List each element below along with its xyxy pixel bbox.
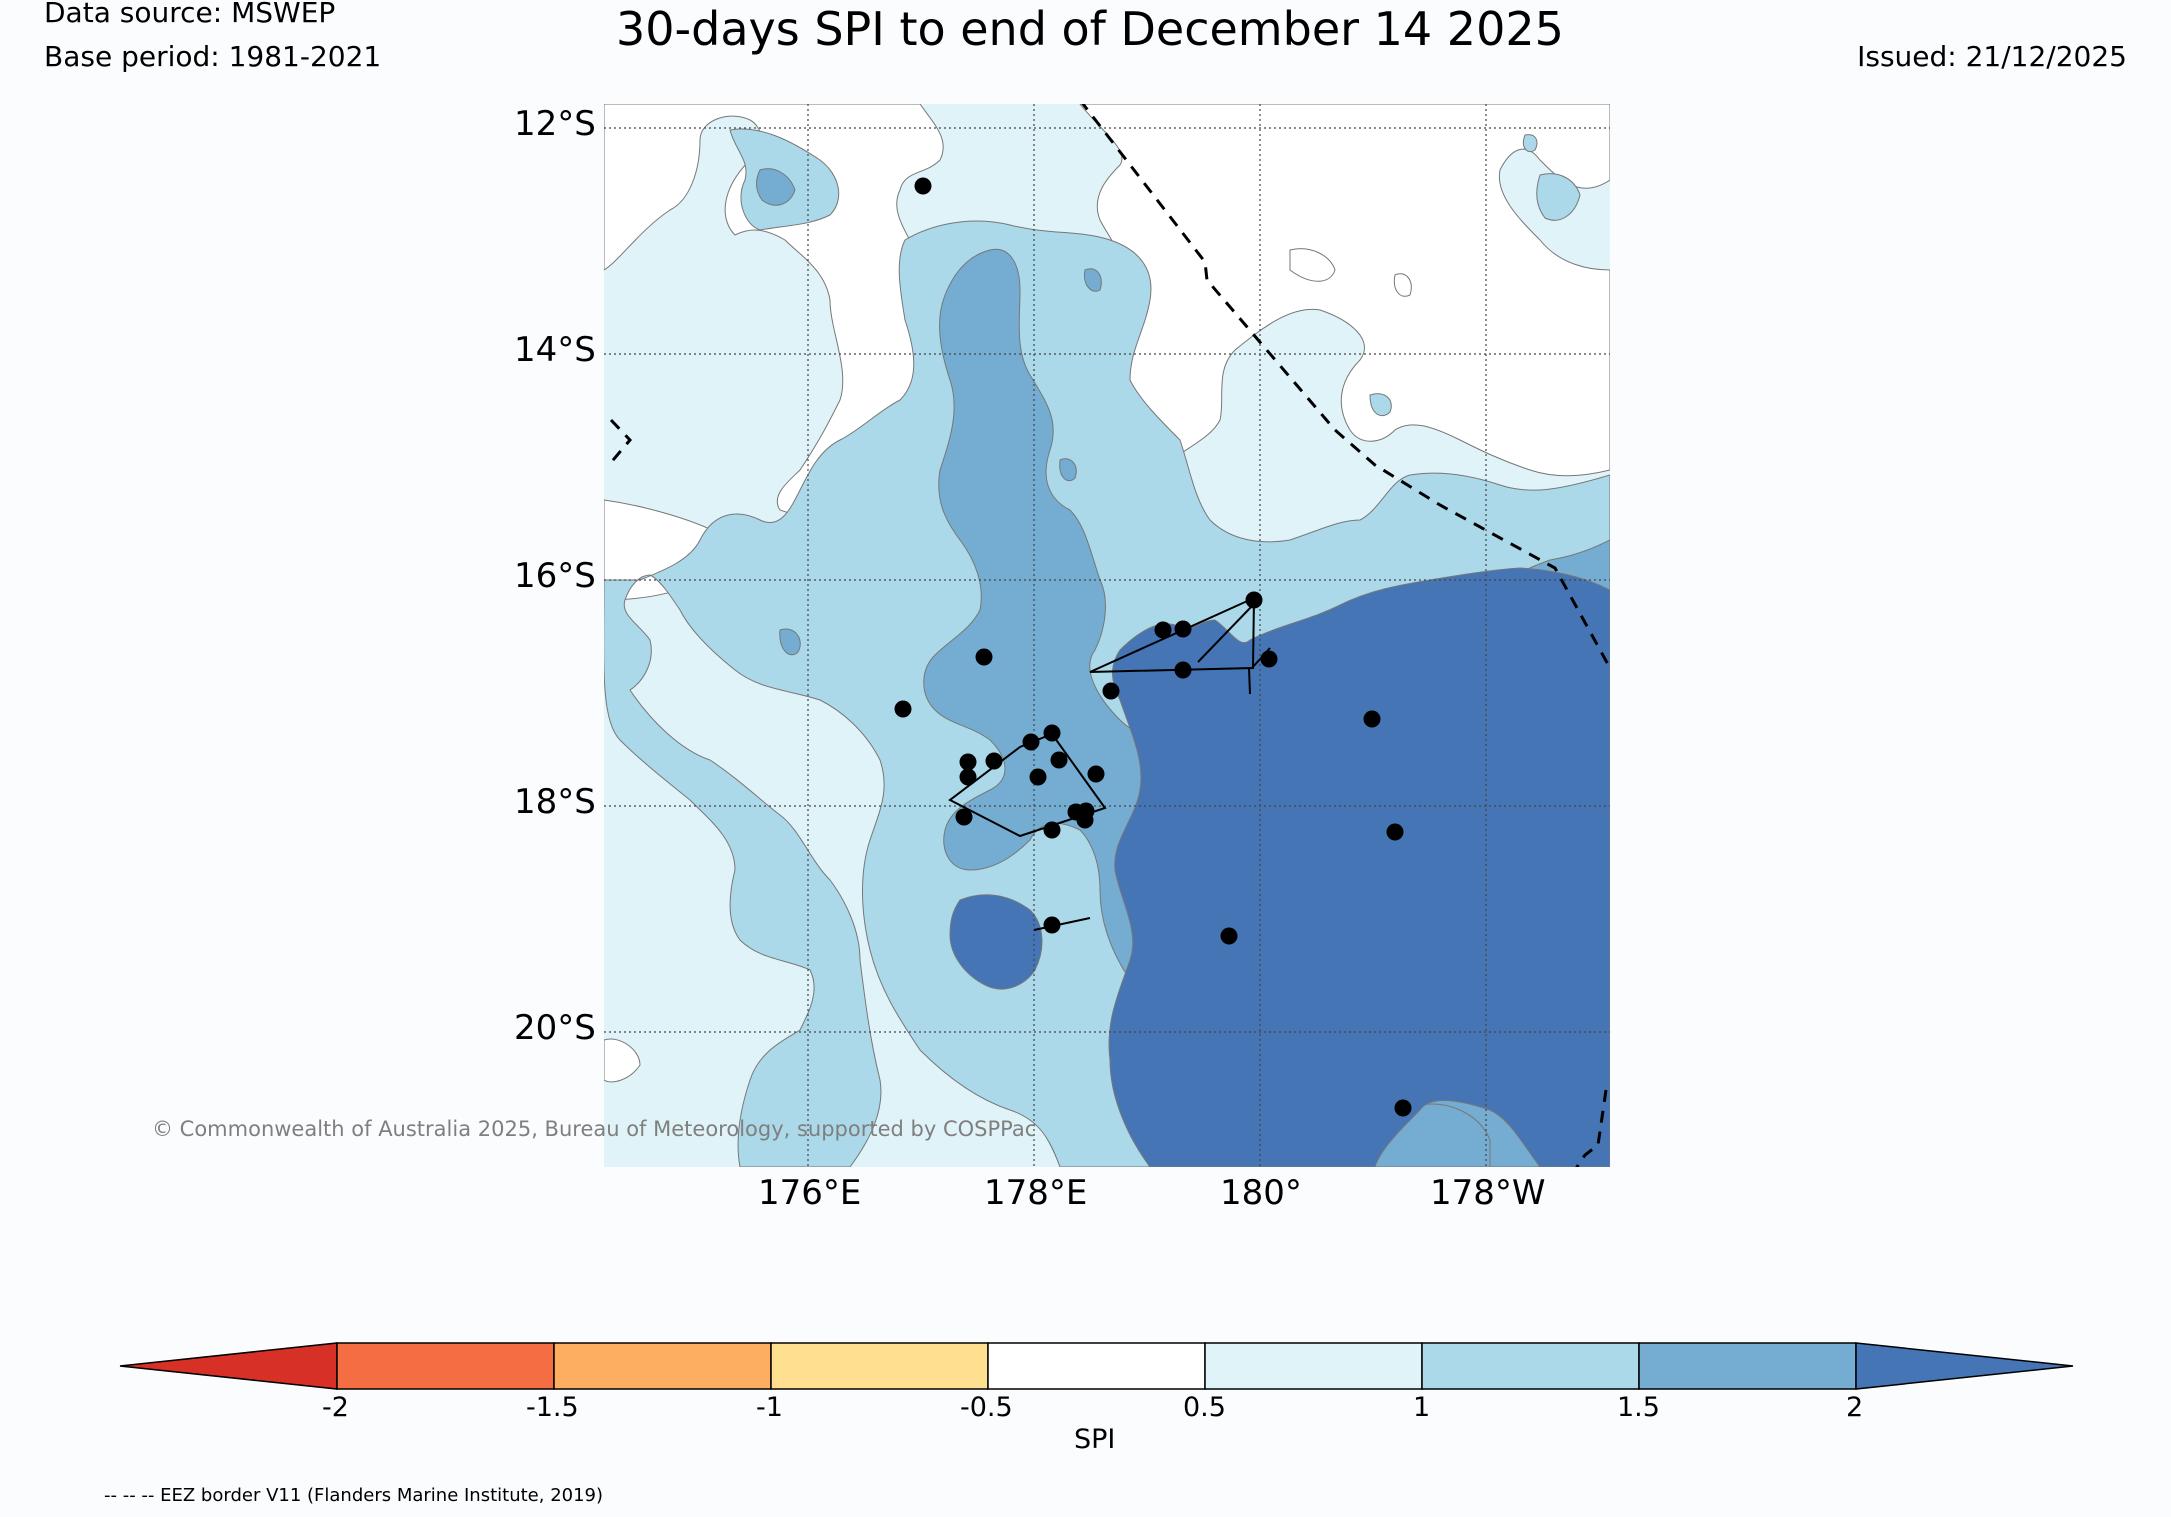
lat-label-20s: 20°S [514,1008,596,1048]
colorbar-tick-label: -0.5 [960,1392,1013,1423]
spi-colorbar [119,1342,2074,1390]
colorbar-tick-label: -2 [322,1392,349,1423]
station-marker [1220,927,1238,945]
station-marker [1154,621,1172,639]
eez-legend-footnote: -- -- -- EEZ border V11 (Flanders Marine… [104,1485,604,1506]
station-marker [1386,823,1404,841]
station-marker [1363,710,1381,728]
station-marker [959,768,977,786]
lat-label-14s: 14°S [514,330,596,370]
lon-label-180: 180° [1220,1173,1302,1213]
station-marker [1102,682,1120,700]
spi-regions-above-2 [949,567,1610,1167]
station-marker [1022,733,1040,751]
data-source-label: Data source: MSWEP [44,0,336,29]
copyright-notice: © Commonwealth of Australia 2025, Bureau… [152,1117,1037,1141]
lat-label-18s: 18°S [514,782,596,822]
colorbar-tick-label: -1.5 [526,1392,579,1423]
colorbar-bin-neutral [987,1342,1206,1390]
issued-date-label: Issued: 21/12/2025 [1857,40,2127,73]
colorbar-tick-label: -1 [756,1392,783,1423]
colorbar-bin-above-2 [1855,1342,2074,1390]
lon-label-176e: 176°E [758,1173,862,1213]
station-marker [1260,650,1278,668]
colorbar-bin-1-to-1-5 [1421,1342,1640,1390]
lon-label-178w: 178°W [1430,1173,1546,1213]
station-marker [894,700,912,718]
graticule-lines [604,104,1610,1167]
base-period-label: Base period: 1981-2021 [44,40,382,73]
lat-label-16s: 16°S [514,556,596,596]
colorbar-bin-minus-1-to-minus-0-5 [770,1342,989,1390]
station-marker [959,753,977,771]
spi-map-area [604,104,1610,1167]
colorbar-tick-label: 1 [1413,1392,1431,1423]
map-title: 30-days SPI to end of December 14 2025 [616,2,1564,56]
colorbar-bin-below-minus-2 [119,1342,338,1390]
colorbar-bin-1-5-to-2 [1638,1342,1857,1390]
station-marker [1394,1099,1412,1117]
colorbar-bin-minus-2-to-minus-1-5 [336,1342,555,1390]
colorbar-tick-label: 1.5 [1617,1392,1660,1423]
colorbar-axis-label: SPI [1074,1424,1116,1455]
station-marker [1043,821,1061,839]
lon-label-178e: 178°E [984,1173,1088,1213]
colorbar-bin-minus-1-5-to-minus-1 [553,1342,772,1390]
station-marker [1174,620,1192,638]
station-marker [955,808,973,826]
colorbar-tick-label: 2 [1846,1392,1864,1423]
station-marker [1076,811,1094,829]
station-marker [1087,765,1105,783]
station-marker [1174,661,1192,679]
station-marker [1043,724,1061,742]
station-marker [914,177,932,195]
station-markers [894,177,1412,1117]
colorbar-bin-0-5-to-1 [1204,1342,1423,1390]
station-marker [985,752,1003,770]
station-marker [1050,751,1068,769]
station-marker [1043,916,1061,934]
colorbar-tick-label: 0.5 [1183,1392,1226,1423]
station-marker [975,648,993,666]
station-marker [1029,768,1047,786]
eez-border-lines [606,104,1610,1167]
station-marker [1245,591,1263,609]
lat-label-12s: 12°S [514,104,596,144]
